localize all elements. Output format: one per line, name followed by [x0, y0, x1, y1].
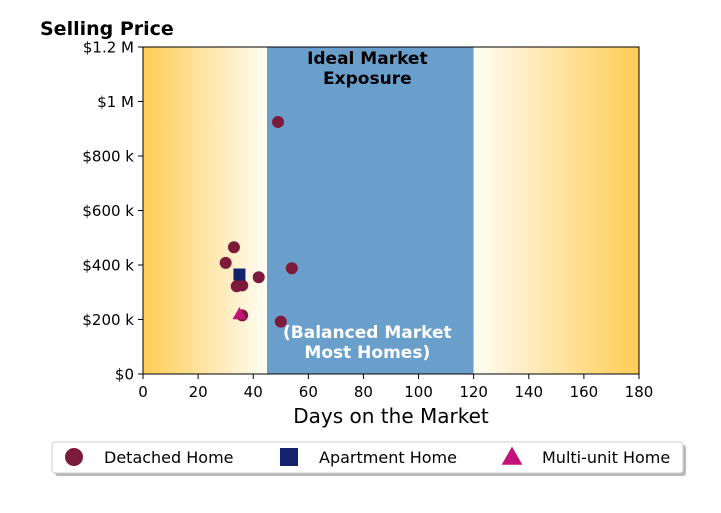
x-tick-label: 20 — [189, 383, 208, 401]
y-tick-label: $600 k — [82, 202, 134, 220]
detached-home-point — [272, 115, 285, 128]
zone-title-line: Exposure — [323, 69, 412, 89]
chart-title: Selling Price — [40, 18, 174, 40]
detached-home-point — [285, 262, 298, 275]
legend-box — [51, 441, 684, 474]
y-tick-label: $400 k — [82, 257, 134, 275]
x-tick-label: 180 — [625, 383, 654, 401]
x-tick-label: 160 — [570, 383, 599, 401]
zone-subtitle-line: (Balanced Market — [283, 323, 452, 343]
gradient-zone-left — [143, 47, 267, 374]
y-tick-label: $800 k — [82, 148, 134, 166]
legend-marker — [501, 446, 523, 465]
detached-home-point — [227, 241, 240, 254]
apartment-home-point — [233, 268, 246, 281]
x-axis-label: Days on the Market — [293, 404, 489, 428]
x-tick-label: 40 — [244, 383, 263, 401]
legend-entry-label: Detached Home — [104, 448, 234, 467]
x-tick-label: 60 — [299, 383, 318, 401]
detached-home-point — [274, 315, 287, 328]
y-tick-label: $1.2 M — [83, 39, 134, 57]
legend-marker — [280, 448, 298, 466]
detached-home-point — [236, 279, 249, 292]
gradient-zone-right — [473, 47, 639, 374]
x-tick-label: 100 — [404, 383, 433, 401]
zone-subtitle-line: Most Homes) — [304, 343, 430, 363]
detached-home-point — [252, 271, 265, 284]
detached-home-point — [219, 256, 232, 269]
x-axis: 0 20 40 60 80 100 120 140 160 180 — [138, 374, 653, 401]
ideal-exposure-zone — [267, 47, 474, 374]
y-axis: $0 $200 k $400 k $600 k $800 k $1 M $1.2 M — [82, 39, 143, 384]
x-tick-label: 120 — [459, 383, 488, 401]
legend-entry-label: Multi-unit Home — [542, 448, 670, 467]
y-tick-label: $0 — [115, 366, 134, 384]
y-tick-label: $200 k — [82, 311, 134, 329]
zone-title-line: Ideal Market — [307, 49, 428, 69]
plot-background — [143, 47, 639, 374]
legend-marker — [65, 448, 83, 466]
x-tick-label: 0 — [138, 383, 148, 401]
legend: Detached Home Apartment Home Multi-unit Ho… — [51, 441, 686, 476]
multi-unit-home-point — [232, 307, 247, 320]
x-tick-label: 80 — [354, 383, 373, 401]
legend-entry-label: Apartment Home — [319, 448, 457, 467]
y-tick-label: $1 M — [97, 93, 134, 111]
x-tick-label: 140 — [514, 383, 543, 401]
data-points — [219, 115, 298, 328]
